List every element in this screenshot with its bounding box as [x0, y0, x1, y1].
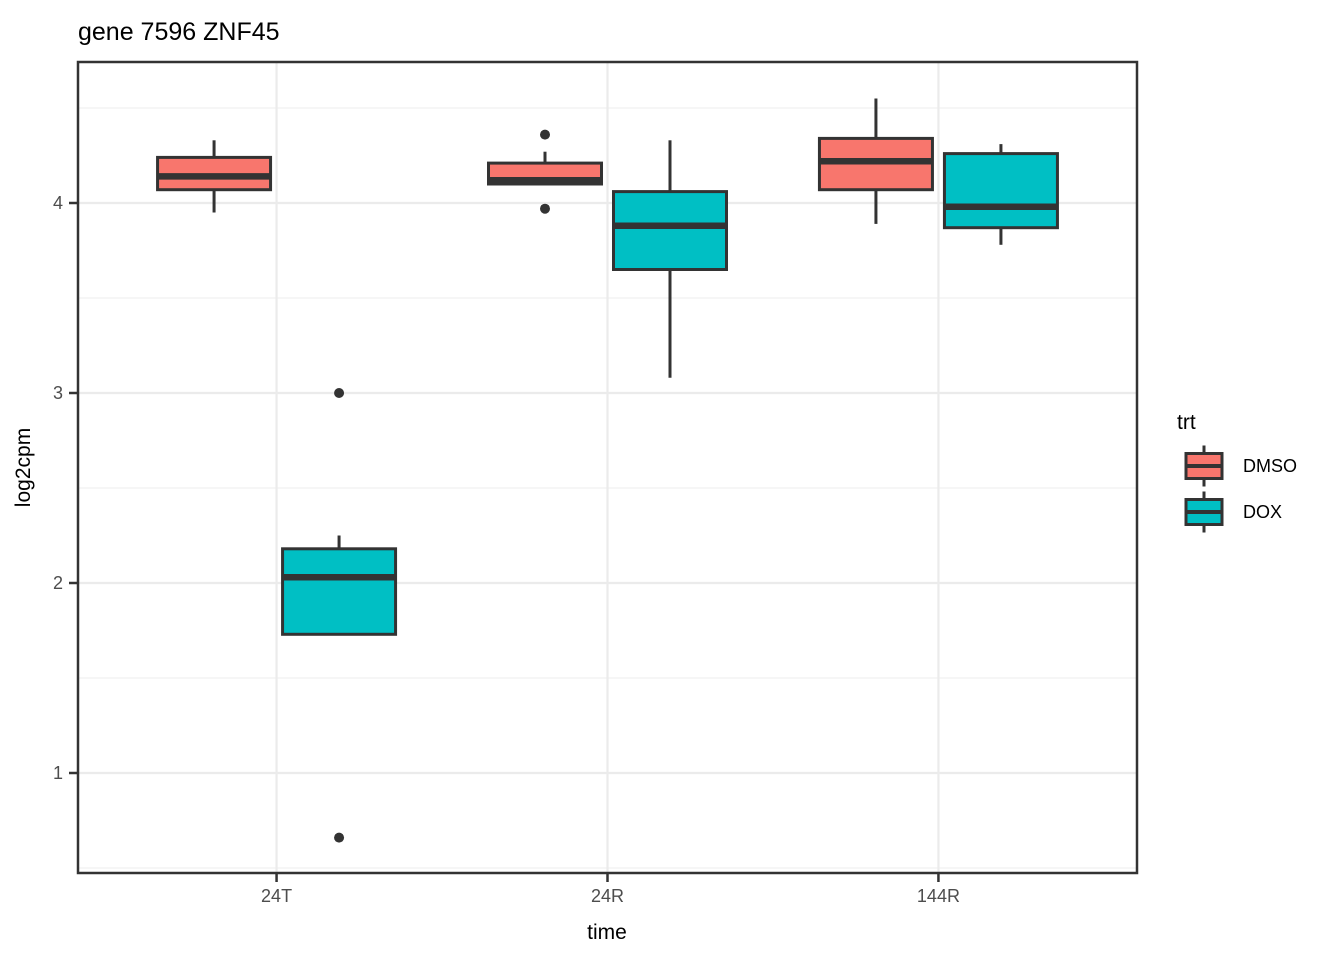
- outlier-point: [334, 388, 345, 398]
- legend-entry-dox: DOX: [1184, 491, 1282, 533]
- y-axis-ticks: 1 2 3 4: [53, 193, 78, 783]
- outlier-point: [334, 832, 345, 843]
- x-axis-ticks: 24T 24R 144R: [261, 874, 960, 906]
- x-tick-label: 24R: [591, 886, 624, 906]
- y-tick-label: 3: [53, 383, 63, 403]
- y-tick-label: 4: [53, 193, 63, 213]
- y-axis-title: log2cpm: [12, 428, 35, 507]
- gridlines: [78, 62, 1137, 873]
- legend: trt DMSO DOX: [1177, 411, 1297, 533]
- plot-title: gene 7596 ZNF45: [78, 18, 280, 46]
- legend-entry-dmso: DMSO: [1184, 445, 1297, 487]
- boxplot-dmso-24T: [156, 140, 273, 213]
- box-iqr: [942, 152, 1059, 230]
- boxplot-dmso-144R: [817, 98, 934, 224]
- box-iqr: [281, 547, 398, 636]
- boxplot-dmso-24R: [487, 129, 603, 214]
- panel-border: [76, 60, 1139, 875]
- outlier-point: [540, 129, 550, 140]
- boxplot-dox-24T: [281, 388, 398, 843]
- boxplot-series: [156, 98, 1059, 843]
- x-tick-label: 144R: [917, 886, 960, 906]
- legend-label: DOX: [1243, 502, 1282, 522]
- y-tick-label: 1: [53, 763, 63, 783]
- outlier-point: [540, 203, 550, 214]
- x-axis-title: time: [587, 921, 627, 944]
- boxplot-dox-24R: [612, 140, 728, 378]
- legend-label: DMSO: [1243, 456, 1297, 476]
- legend-entries: DMSO DOX: [1184, 445, 1297, 533]
- box-iqr: [612, 190, 728, 272]
- boxplot-dox-144R: [942, 144, 1059, 245]
- y-tick-label: 2: [53, 573, 63, 593]
- legend-title: trt: [1177, 411, 1196, 434]
- x-tick-label: 24T: [261, 886, 292, 906]
